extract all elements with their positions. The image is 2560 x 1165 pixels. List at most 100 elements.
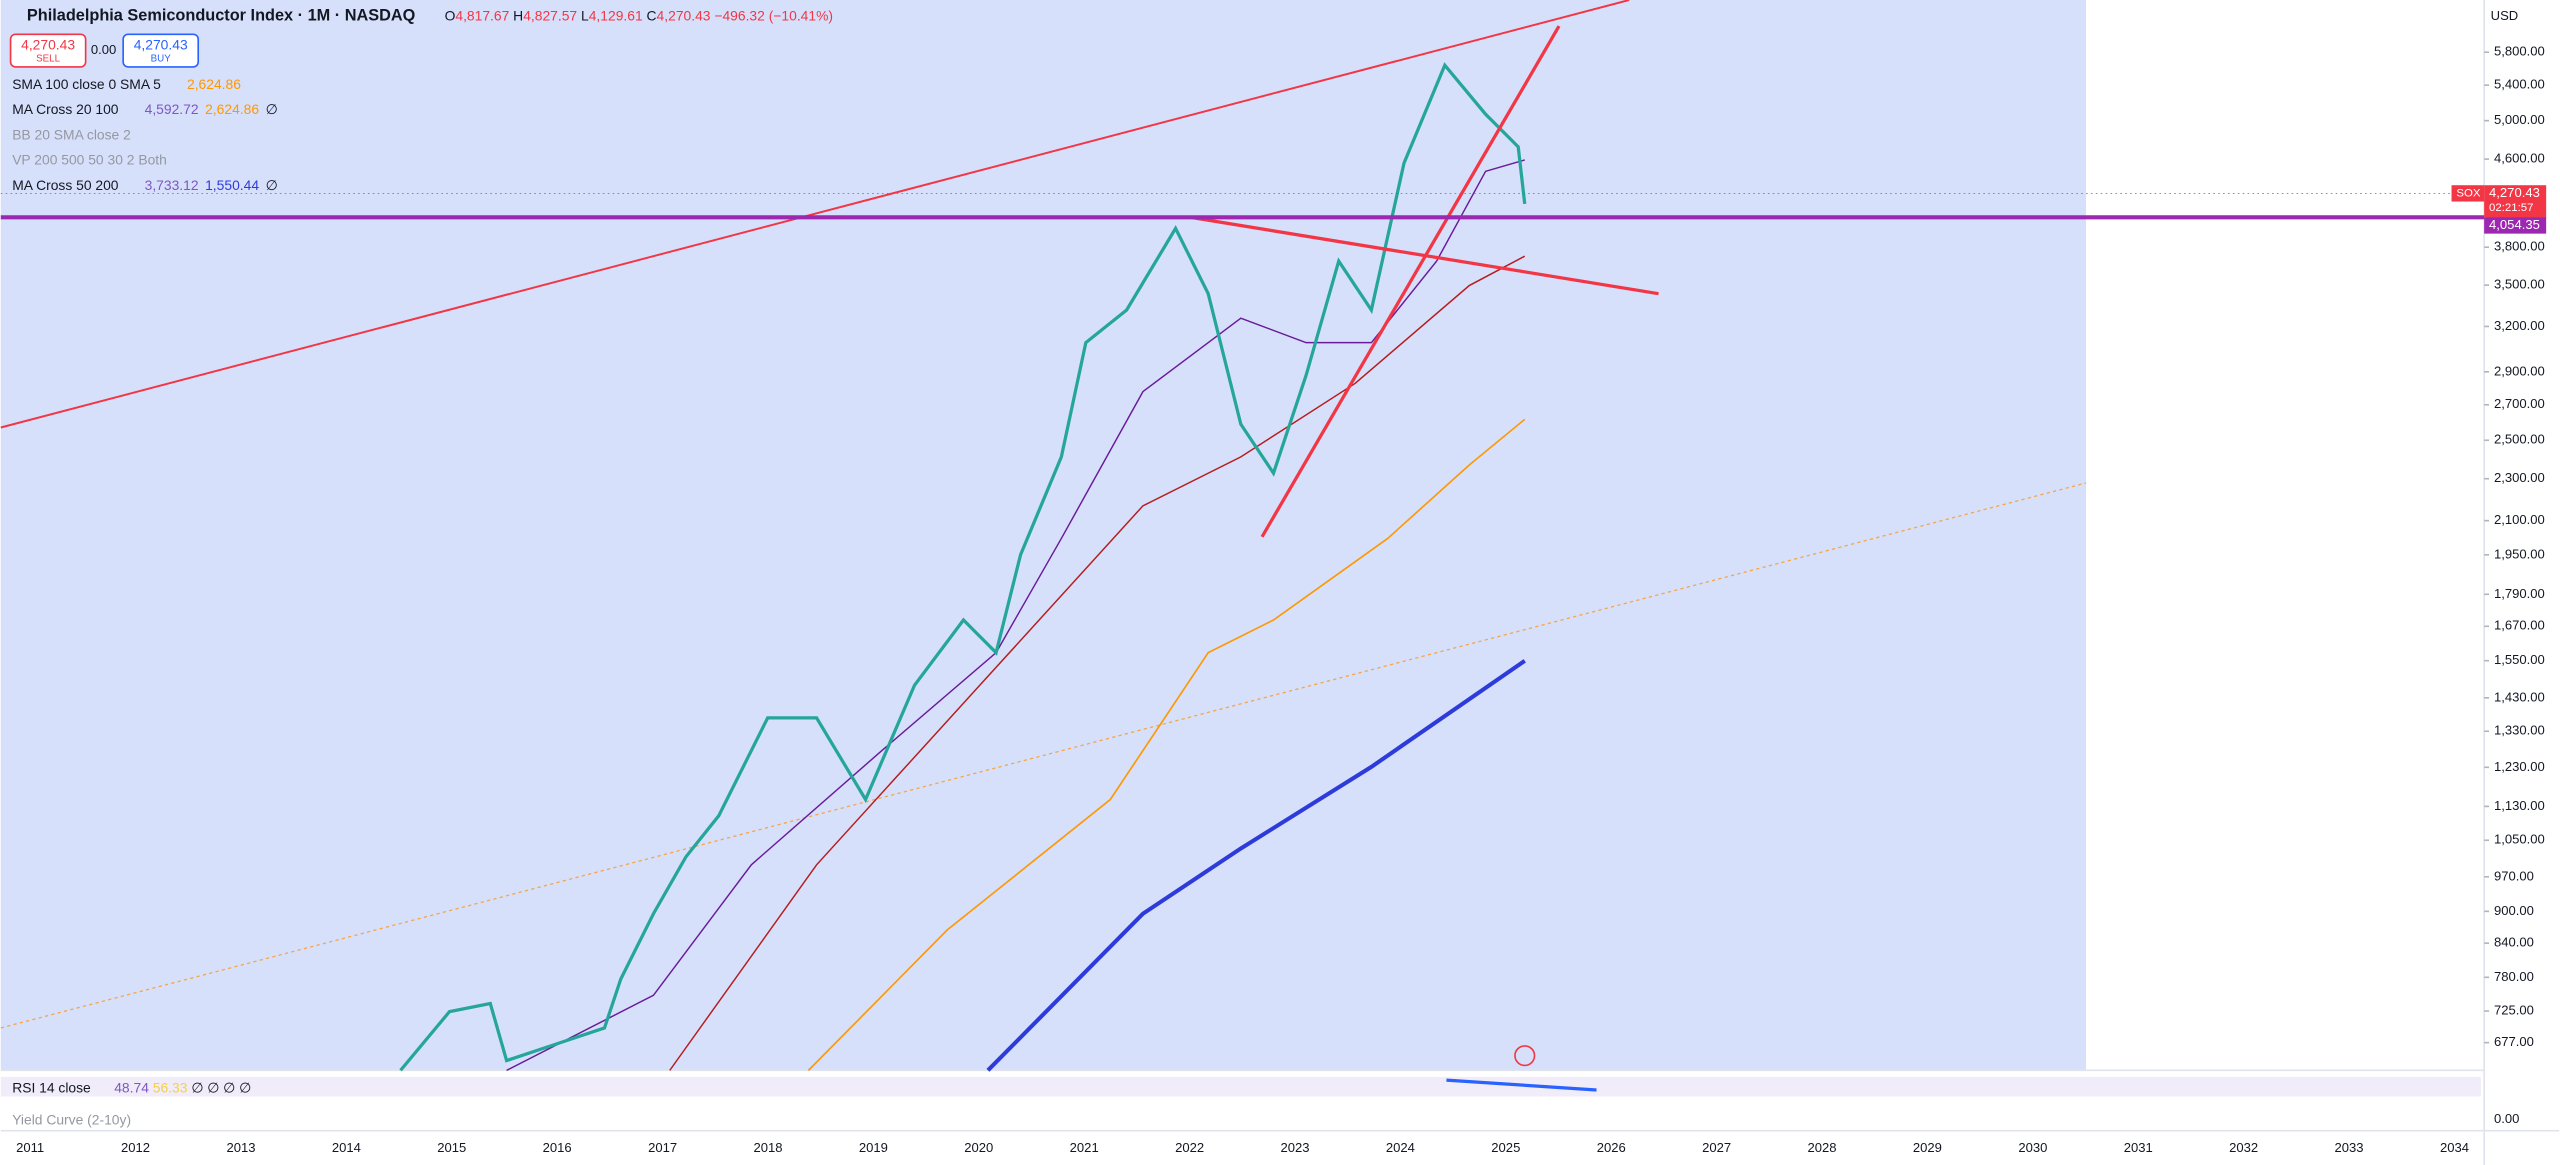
last-price-tag: [2484, 185, 2547, 218]
price-tick-label: 3,200.00: [2494, 318, 2545, 333]
indicator-value: 1,550.44: [205, 177, 259, 193]
indicator-name: MA Cross 20 100: [12, 101, 119, 117]
price-tick-label: 1,950.00: [2494, 546, 2545, 561]
ma-100: [807, 418, 1526, 1071]
price-tick-label: 780.00: [2494, 969, 2534, 984]
year-label: 2026: [1597, 1140, 1626, 1155]
date-range-shade: [0, 0, 2087, 1071]
indicator-value: 3,733.12: [145, 177, 199, 193]
year-label: 2027: [1702, 1140, 1731, 1155]
year-label: 2016: [543, 1140, 572, 1155]
price-tick-label: 4,600.00: [2494, 151, 2545, 166]
year-label: 2025: [1491, 1140, 1520, 1155]
price-tick-label: 5,400.00: [2494, 77, 2545, 92]
year-label: 2012: [121, 1140, 150, 1155]
indicator-value: 2,624.86: [187, 76, 241, 92]
trendline: [1188, 215, 1659, 296]
rsi-legend: RSI 14 close 48.74 56.33 ∅ ∅ ∅ ∅: [12, 1079, 251, 1095]
year-label: 2024: [1386, 1140, 1415, 1155]
indicator-value: 4,592.72: [145, 101, 199, 117]
indicator-value: ∅: [266, 177, 278, 193]
price-tick-label: 5,000.00: [2494, 112, 2545, 127]
buy-label: BUY: [151, 53, 172, 64]
currency: USD: [2491, 8, 2519, 23]
price-tick-label: 1,550.00: [2494, 652, 2545, 667]
price-tick-label: 970.00: [2494, 868, 2534, 883]
dashed-trendline: [0, 482, 2087, 1029]
price-tick-label: 2,100.00: [2494, 512, 2545, 527]
price-tick-label: 840.00: [2494, 935, 2534, 950]
ma-50: [669, 255, 1526, 1071]
price-tick-label: 3,800.00: [2494, 239, 2545, 254]
indicator-legend: MA Cross 50 200 3,733.12 1,550.44 ∅: [12, 177, 277, 193]
price-tick-label: 1,430.00: [2494, 689, 2545, 704]
year-label: 2029: [1913, 1140, 1942, 1155]
buy-price: 4,270.43: [134, 36, 188, 52]
year-label: 2015: [437, 1140, 466, 1155]
year-label: 2014: [332, 1140, 361, 1155]
year-label: 2022: [1175, 1140, 1204, 1155]
rsi-divergence-line: [1446, 1078, 1597, 1092]
price-tick-label: 2,300.00: [2494, 470, 2545, 485]
year-label: 2020: [964, 1140, 993, 1155]
price-tick-label: 2,500.00: [2494, 432, 2545, 447]
last-price-label: 4,270.43: [2489, 185, 2540, 200]
indicator-name: BB 20 SMA close 2: [12, 126, 131, 142]
year-label: 2019: [859, 1140, 888, 1155]
year-label: 2011: [16, 1140, 44, 1155]
year-label: 2032: [2229, 1140, 2258, 1155]
price-tick-label: 2,900.00: [2494, 363, 2545, 378]
price-tick-label: 1,330.00: [2494, 723, 2545, 738]
indicator-name: MA Cross 50 200: [12, 177, 119, 193]
symbol-tag: [2451, 185, 2485, 202]
buy-button[interactable]: [122, 33, 200, 68]
year-label: 2033: [2335, 1140, 2364, 1155]
year-label: 2017: [648, 1140, 677, 1155]
symbol-title: Philadelphia Semiconductor Index · 1M · …: [27, 7, 415, 25]
trendline: [1260, 25, 1561, 538]
indicator-name: SMA 100 close 0 SMA 5: [12, 76, 161, 92]
year-label: 2031: [2124, 1140, 2153, 1155]
trendline: [0, 0, 1630, 429]
year-label: 2028: [1808, 1140, 1837, 1155]
price-tick-label: 1,130.00: [2494, 798, 2545, 813]
indicator-legend: MA Cross 20 100 4,592.72 2,624.86 ∅: [12, 101, 277, 117]
ohlc: O4,817.67 H4,827.57 L4,129.61 C4,270.43 …: [445, 7, 833, 23]
sell-price: 4,270.43: [21, 36, 75, 52]
price-tick-label: 1,050.00: [2494, 832, 2545, 847]
price-tick-label: 900.00: [2494, 903, 2534, 918]
yield-legend: Yield Curve (2-10y): [12, 1112, 131, 1128]
indicator-name: VP 200 500 50 30 2 Both: [12, 151, 167, 167]
ma-200: [986, 659, 1526, 1072]
sell-button[interactable]: [9, 33, 87, 68]
price-tick-label: 1,790.00: [2494, 586, 2545, 601]
year-label: 2013: [226, 1140, 255, 1155]
event-icon[interactable]: [1514, 1045, 1536, 1067]
price-tick-label: 725.00: [2494, 1002, 2534, 1017]
level-tag: [2484, 217, 2547, 234]
price-tick-label: 3,500.00: [2494, 277, 2545, 292]
year-label: 2030: [2018, 1140, 2047, 1155]
price-tick-label: 1,230.00: [2494, 759, 2545, 774]
rsi-band: [0, 1076, 2481, 1097]
year-label: 2018: [753, 1140, 782, 1155]
yield-zero: 0.00: [2494, 1111, 2519, 1126]
price-path: [399, 62, 1527, 1072]
year-label: 2034: [2440, 1140, 2469, 1155]
year-label: 2021: [1070, 1140, 1099, 1155]
countdown: 02:21:57: [2489, 202, 2533, 214]
sell-label: SELL: [36, 53, 60, 64]
price-tick-label: 1,670.00: [2494, 618, 2545, 633]
price-tick-label: 2,700.00: [2494, 396, 2545, 411]
year-label: 2023: [1280, 1140, 1309, 1155]
price-tick-label: 677.00: [2494, 1034, 2534, 1049]
spread: 0.00: [91, 42, 116, 57]
indicator-legend: SMA 100 close 0 SMA 5 2,624.86: [12, 76, 241, 92]
indicator-legend: VP 200 500 50 30 2 Both: [12, 151, 167, 167]
ma-20: [506, 159, 1525, 1072]
level-label: 4,054.35: [2489, 217, 2540, 232]
indicator-value: ∅: [266, 101, 278, 117]
price-tick-label: 5,800.00: [2494, 44, 2545, 59]
symbol-tag-label: SOX: [2456, 187, 2480, 199]
